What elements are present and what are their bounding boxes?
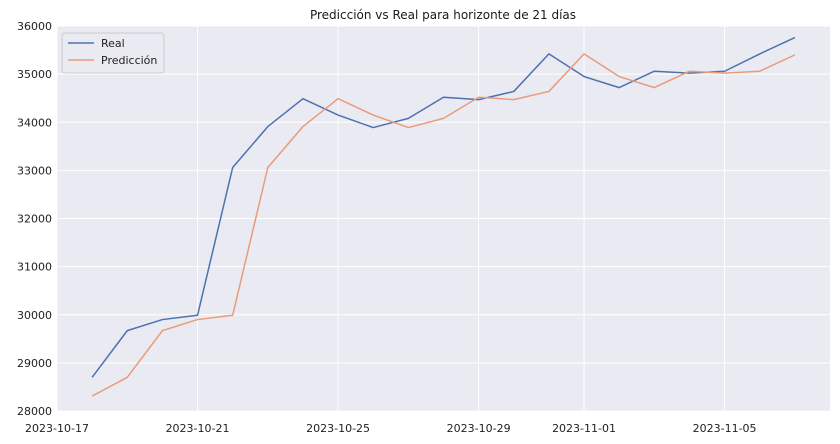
y-tick-label: 34000 — [17, 116, 52, 129]
y-tick-label: 32000 — [17, 213, 52, 226]
series-group — [91, 36, 796, 397]
y-tick-label: 35000 — [17, 68, 52, 81]
legend-label-prediccion: Predicción — [101, 54, 157, 67]
y-tick-label: 36000 — [17, 20, 52, 33]
chart-title: Predicción vs Real para horizonte de 21 … — [310, 8, 576, 22]
grid — [56, 25, 830, 412]
x-tick-label: 2023-10-25 — [306, 422, 370, 435]
y-tick-label: 30000 — [17, 309, 52, 322]
y-tick-label: 33000 — [17, 164, 52, 177]
legend-label-real: Real — [101, 37, 125, 50]
x-tick-label: 2023-11-05 — [693, 422, 757, 435]
legend: Real Predicción — [61, 32, 165, 74]
series-line-real — [91, 36, 796, 378]
y-tick-label: 31000 — [17, 261, 52, 274]
y-tick-label: 28000 — [17, 405, 52, 418]
x-tick-labels: 2023-10-17 2023-10-21 2023-10-25 2023-10-29… — [25, 422, 757, 435]
x-tick-label: 2023-11-01 — [552, 422, 616, 435]
x-tick-label: 2023-10-17 — [25, 422, 89, 435]
y-tick-labels: 28000 29000 30000 31000 32000 33000 34000 35000… — [17, 20, 52, 418]
y-tick-label: 29000 — [17, 357, 52, 370]
x-tick-label: 2023-10-29 — [447, 422, 511, 435]
x-tick-label: 2023-10-21 — [166, 422, 230, 435]
series-line-prediccion — [91, 53, 796, 397]
